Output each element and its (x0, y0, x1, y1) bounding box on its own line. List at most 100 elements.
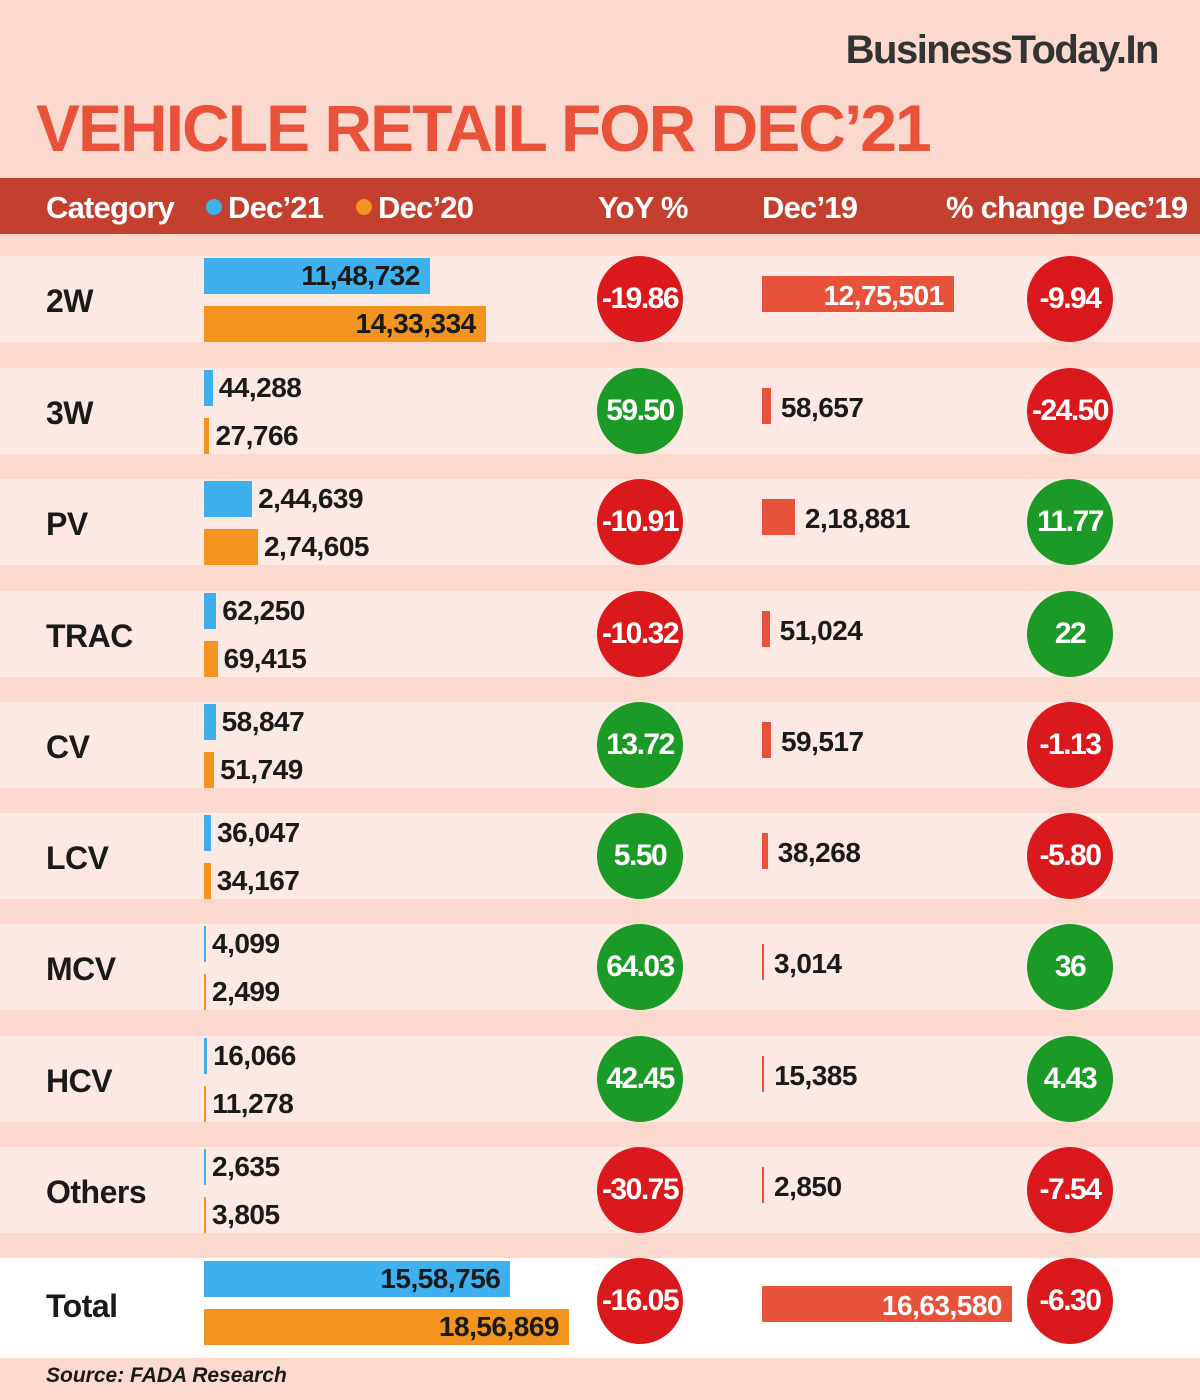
dec21-bar (204, 704, 216, 740)
category-label: 3W (46, 395, 94, 431)
dec21-bar (204, 370, 213, 406)
category-label: CV (46, 729, 90, 765)
change-dec19-circle: 11.77 (1027, 479, 1113, 565)
dec19-value-label: 58,657 (780, 392, 864, 423)
yoy-circle: -19.86 (597, 256, 683, 342)
change-dec19-circle: -5.80 (1027, 813, 1113, 899)
category-label: LCV (46, 840, 109, 876)
dec19-value-label: 3,014 (774, 948, 842, 979)
dec20-bar (204, 1197, 206, 1233)
dec21-bar (204, 593, 217, 629)
dec19-value-label: 16,63,580 (881, 1290, 1003, 1321)
category-label: MCV (46, 951, 116, 987)
change-dec19-circle: -6.30 (1027, 1258, 1113, 1344)
dec21-bar (204, 926, 206, 962)
dec20-value-label: 69,415 (223, 643, 307, 674)
dec19-value-label: 2,850 (774, 1171, 842, 1202)
dec21-bar (204, 1038, 208, 1074)
category-label: Total (46, 1288, 118, 1324)
yoy-circle: 64.03 (597, 924, 683, 1010)
category-label: Others (46, 1174, 147, 1210)
yoy-circle: -10.91 (597, 479, 683, 565)
dec21-value-label: 15,58,756 (380, 1263, 501, 1294)
dec20-value-label: 51,749 (220, 754, 303, 785)
dec20-bar (204, 974, 206, 1010)
yoy-circle: -16.05 (597, 1258, 683, 1344)
dec19-value-label: 15,385 (774, 1060, 857, 1091)
header-change-dec19: % change Dec’19 (946, 190, 1188, 225)
dec19-bar (762, 1056, 765, 1092)
dec19-bar (762, 1286, 1012, 1322)
table-row: Others 2,635 3,805 2,850 -30.75 -7.54 (0, 1147, 1200, 1233)
dec20-bar (204, 752, 215, 788)
dec21-value-label: 11,48,732 (301, 260, 420, 291)
dec19-value-label: 2,18,881 (804, 503, 911, 534)
category-label: HCV (46, 1063, 113, 1099)
dec19-value-label: 59,517 (780, 726, 864, 757)
dec19-bar (762, 944, 764, 980)
dec20-bar (204, 306, 486, 342)
header-dec20: Dec’20 (356, 190, 474, 226)
dec20-value-label: 18,56,869 (438, 1311, 560, 1342)
dec21-bar (204, 815, 212, 851)
dec19-bar (762, 388, 771, 424)
table-row: PV 2,44,639 2,74,605 2,18,881 -10.91 11.77 (0, 479, 1200, 565)
dec20-value-label: 3,805 (212, 1199, 280, 1230)
dec20-bar (204, 1309, 569, 1345)
dec21-bar (204, 481, 253, 517)
table-row: Total 15,58,756 18,56,869 16,63,580 -16.05 -6… (0, 1258, 1200, 1358)
change-dec19-circle: -1.13 (1027, 702, 1113, 788)
change-dec19-circle: 36 (1027, 924, 1113, 1010)
dec20-bar (204, 418, 210, 454)
dec19-value-label: 51,024 (779, 615, 863, 646)
dec19-bar (762, 499, 795, 535)
dec20-value-label: 2,74,605 (263, 531, 370, 562)
dec21-value-label: 58,847 (221, 706, 305, 737)
change-dec19-circle: -7.54 (1027, 1147, 1113, 1233)
category-label: 2W (46, 283, 94, 319)
yoy-circle: 59.50 (597, 368, 683, 454)
dec21-bar (204, 1149, 206, 1185)
table-row: 3W 44,288 27,766 58,657 59.50 -24.50 (0, 368, 1200, 454)
change-dec19-circle: -24.50 (1027, 368, 1113, 454)
brand-logo: BusinessToday.In (845, 28, 1160, 72)
dec19-bar (762, 276, 954, 312)
yoy-circle: -10.32 (597, 591, 683, 677)
yoy-circle: 13.72 (597, 702, 683, 788)
header-yoy: YoY % (598, 190, 688, 225)
dec20-value-label: 2,499 (212, 976, 280, 1007)
dec21-value-label: 4,099 (212, 928, 280, 959)
dec20-bar (204, 1086, 207, 1122)
dec20-bar (204, 863, 211, 899)
dec21-value-label: 62,250 (222, 595, 305, 626)
dec21-legend-dot (206, 199, 222, 215)
header-dec21: Dec’21 (206, 190, 324, 226)
header-dec20-label: Dec’20 (378, 190, 474, 225)
dec19-value-label: 38,268 (777, 837, 861, 868)
table-row: 2W 11,48,732 14,33,334 12,75,501 -19.86 -9.94 (0, 256, 1200, 342)
dec21-value-label: 2,44,639 (258, 483, 364, 514)
table-row: MCV 4,099 2,499 3,014 64.03 36 (0, 924, 1200, 1010)
table-header: Category Dec’21 Dec’20 YoY % Dec’19 % ch… (0, 178, 1200, 234)
change-dec19-circle: 4.43 (1027, 1036, 1113, 1122)
table-row: HCV 16,066 11,278 15,385 42.45 4.43 (0, 1036, 1200, 1122)
yoy-circle: 5.50 (597, 813, 683, 899)
yoy-circle: -30.75 (597, 1147, 683, 1233)
dec20-bar (204, 641, 218, 677)
category-label: PV (46, 506, 88, 542)
dec20-value-label: 11,278 (212, 1088, 294, 1119)
page-title: VEHICLE RETAIL FOR DEC’21 (36, 91, 932, 165)
source-note: Source: FADA Research (46, 1364, 287, 1387)
dec21-value-label: 44,288 (218, 372, 302, 403)
change-dec19-circle: 22 (1027, 591, 1113, 677)
header-dec19: Dec’19 (762, 190, 858, 225)
dec20-legend-dot (356, 199, 372, 215)
dec20-bar (204, 529, 258, 565)
dec20-value-label: 34,167 (216, 865, 300, 896)
dec20-value-label: 27,766 (215, 420, 299, 451)
dec19-bar (762, 722, 771, 758)
dec19-bar (762, 611, 770, 647)
header-category: Category (46, 190, 175, 225)
change-dec19-circle: -9.94 (1027, 256, 1113, 342)
dec19-value-label: 12,75,501 (823, 280, 945, 311)
